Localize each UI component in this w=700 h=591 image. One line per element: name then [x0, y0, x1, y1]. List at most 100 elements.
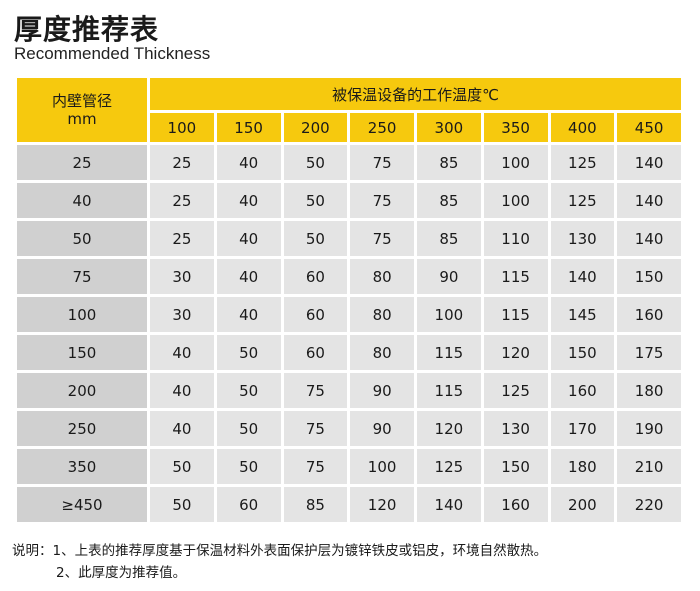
- thickness-cell: 25: [150, 221, 214, 256]
- thickness-cell: 150: [550, 335, 615, 370]
- thickness-cell: 80: [350, 297, 414, 332]
- thickness-cell: 75: [283, 373, 348, 408]
- thickness-cell: 160: [550, 373, 615, 408]
- thickness-cell: 125: [483, 373, 548, 408]
- thickness-cell: 115: [483, 297, 548, 332]
- thickness-cell: 50: [283, 183, 348, 218]
- notes: 说明：1、上表的推荐厚度基于保温材料外表面保护层为镀锌铁皮或铝皮，环境自然散热。…: [12, 540, 547, 584]
- thickness-cell: 50: [150, 487, 214, 522]
- temperature-header-cell: 250: [350, 113, 414, 142]
- table-row: 40 25 40 50 75 85 100 125 140: [17, 183, 681, 218]
- thickness-cell: 125: [550, 183, 615, 218]
- thickness-cell: 145: [550, 297, 615, 332]
- corner-header-label: 内壁管径: [51, 92, 112, 110]
- thickness-cell: 110: [483, 221, 548, 256]
- thickness-cell: 25: [150, 183, 214, 218]
- thickness-cell: 130: [483, 411, 548, 446]
- page-subtitle: Recommended Thickness: [14, 44, 211, 63]
- table-row: 250 40 50 75 90 120 130 170 190: [17, 411, 681, 446]
- thickness-cell: 40: [150, 373, 214, 408]
- corner-header: 内壁管径 mm: [17, 78, 147, 142]
- thickness-cell: 30: [150, 259, 214, 294]
- corner-header-unit: mm: [67, 110, 97, 128]
- thickness-cell: 40: [216, 297, 281, 332]
- temperature-header-cell: 300: [417, 113, 481, 142]
- thickness-cell: 120: [417, 411, 481, 446]
- thickness-cell: 170: [550, 411, 615, 446]
- thickness-cell: 50: [216, 373, 281, 408]
- thickness-cell: 60: [283, 335, 348, 370]
- diameter-cell: 100: [17, 297, 147, 332]
- thickness-cell: 180: [550, 449, 615, 484]
- page-title: 厚度推荐表: [14, 13, 160, 46]
- temperature-header-cell: 150: [216, 113, 281, 142]
- thickness-cell: 120: [483, 335, 548, 370]
- thickness-cell: 150: [483, 449, 548, 484]
- diameter-cell: 150: [17, 335, 147, 370]
- thickness-cell: 140: [550, 259, 615, 294]
- thickness-cell: 75: [350, 183, 414, 218]
- temperature-header-cell: 400: [550, 113, 615, 142]
- thickness-cell: 85: [417, 145, 481, 180]
- table-row: 350 50 50 75 100 125 150 180 210: [17, 449, 681, 484]
- table-row: 25 25 40 50 75 85 100 125 140: [17, 145, 681, 180]
- table-row: 100 30 40 60 80 100 115 145 160: [17, 297, 681, 332]
- thickness-cell: 150: [617, 259, 681, 294]
- diameter-cell: 25: [17, 145, 147, 180]
- thickness-cell: 140: [617, 145, 681, 180]
- thickness-cell: 100: [350, 449, 414, 484]
- thickness-cell: 30: [150, 297, 214, 332]
- thickness-cell: 125: [550, 145, 615, 180]
- thickness-cell: 120: [350, 487, 414, 522]
- note-line-1: 说明：1、上表的推荐厚度基于保温材料外表面保护层为镀锌铁皮或铝皮，环境自然散热。: [12, 543, 548, 559]
- thickness-cell: 60: [283, 297, 348, 332]
- thickness-cell: 50: [216, 335, 281, 370]
- diameter-cell: 75: [17, 259, 147, 294]
- thickness-cell: 40: [150, 411, 214, 446]
- table-row: 50 25 40 50 75 85 110 130 140: [17, 221, 681, 256]
- thickness-cell: 100: [483, 145, 548, 180]
- thickness-cell: 80: [350, 259, 414, 294]
- thickness-cell: 115: [483, 259, 548, 294]
- thickness-cell: 25: [150, 145, 214, 180]
- thickness-cell: 50: [283, 145, 348, 180]
- thickness-cell: 40: [150, 335, 214, 370]
- thickness-cell: 160: [483, 487, 548, 522]
- thickness-cell: 40: [216, 183, 281, 218]
- thickness-cell: 100: [483, 183, 548, 218]
- thickness-cell: 125: [417, 449, 481, 484]
- thickness-cell: 50: [216, 411, 281, 446]
- temperature-group-header: 被保温设备的工作温度℃: [150, 78, 681, 110]
- thickness-cell: 40: [216, 221, 281, 256]
- thickness-cell: 40: [216, 259, 281, 294]
- table-row: ≥450 50 60 85 120 140 160 200 220: [17, 487, 681, 522]
- thickness-table: 内壁管径 mm 被保温设备的工作温度℃ 100 150 200 250 300 350 40…: [14, 75, 684, 525]
- thickness-cell: 210: [617, 449, 681, 484]
- table-row: 200 40 50 75 90 115 125 160 180: [17, 373, 681, 408]
- thickness-cell: 140: [417, 487, 481, 522]
- diameter-cell: 200: [17, 373, 147, 408]
- thickness-cell: 50: [150, 449, 214, 484]
- thickness-cell: 160: [617, 297, 681, 332]
- thickness-cell: 190: [617, 411, 681, 446]
- temperature-header-cell: 450: [617, 113, 681, 142]
- thickness-cell: 220: [617, 487, 681, 522]
- thickness-cell: 75: [350, 145, 414, 180]
- diameter-cell: 50: [17, 221, 147, 256]
- thickness-cell: 85: [417, 221, 481, 256]
- thickness-cell: 75: [350, 221, 414, 256]
- thickness-cell: 50: [216, 449, 281, 484]
- thickness-cell: 100: [417, 297, 481, 332]
- temperature-header-cell: 350: [483, 113, 548, 142]
- diameter-cell: 250: [17, 411, 147, 446]
- thickness-cell: 90: [350, 373, 414, 408]
- thickness-cell: 90: [350, 411, 414, 446]
- thickness-cell: 60: [283, 259, 348, 294]
- temperature-header-cell: 200: [283, 113, 348, 142]
- thickness-cell: 115: [417, 335, 481, 370]
- thickness-cell: 175: [617, 335, 681, 370]
- thickness-cell: 140: [617, 221, 681, 256]
- thickness-cell: 140: [617, 183, 681, 218]
- table-row: 150 40 50 60 80 115 120 150 175: [17, 335, 681, 370]
- table-row: 75 30 40 60 80 90 115 140 150: [17, 259, 681, 294]
